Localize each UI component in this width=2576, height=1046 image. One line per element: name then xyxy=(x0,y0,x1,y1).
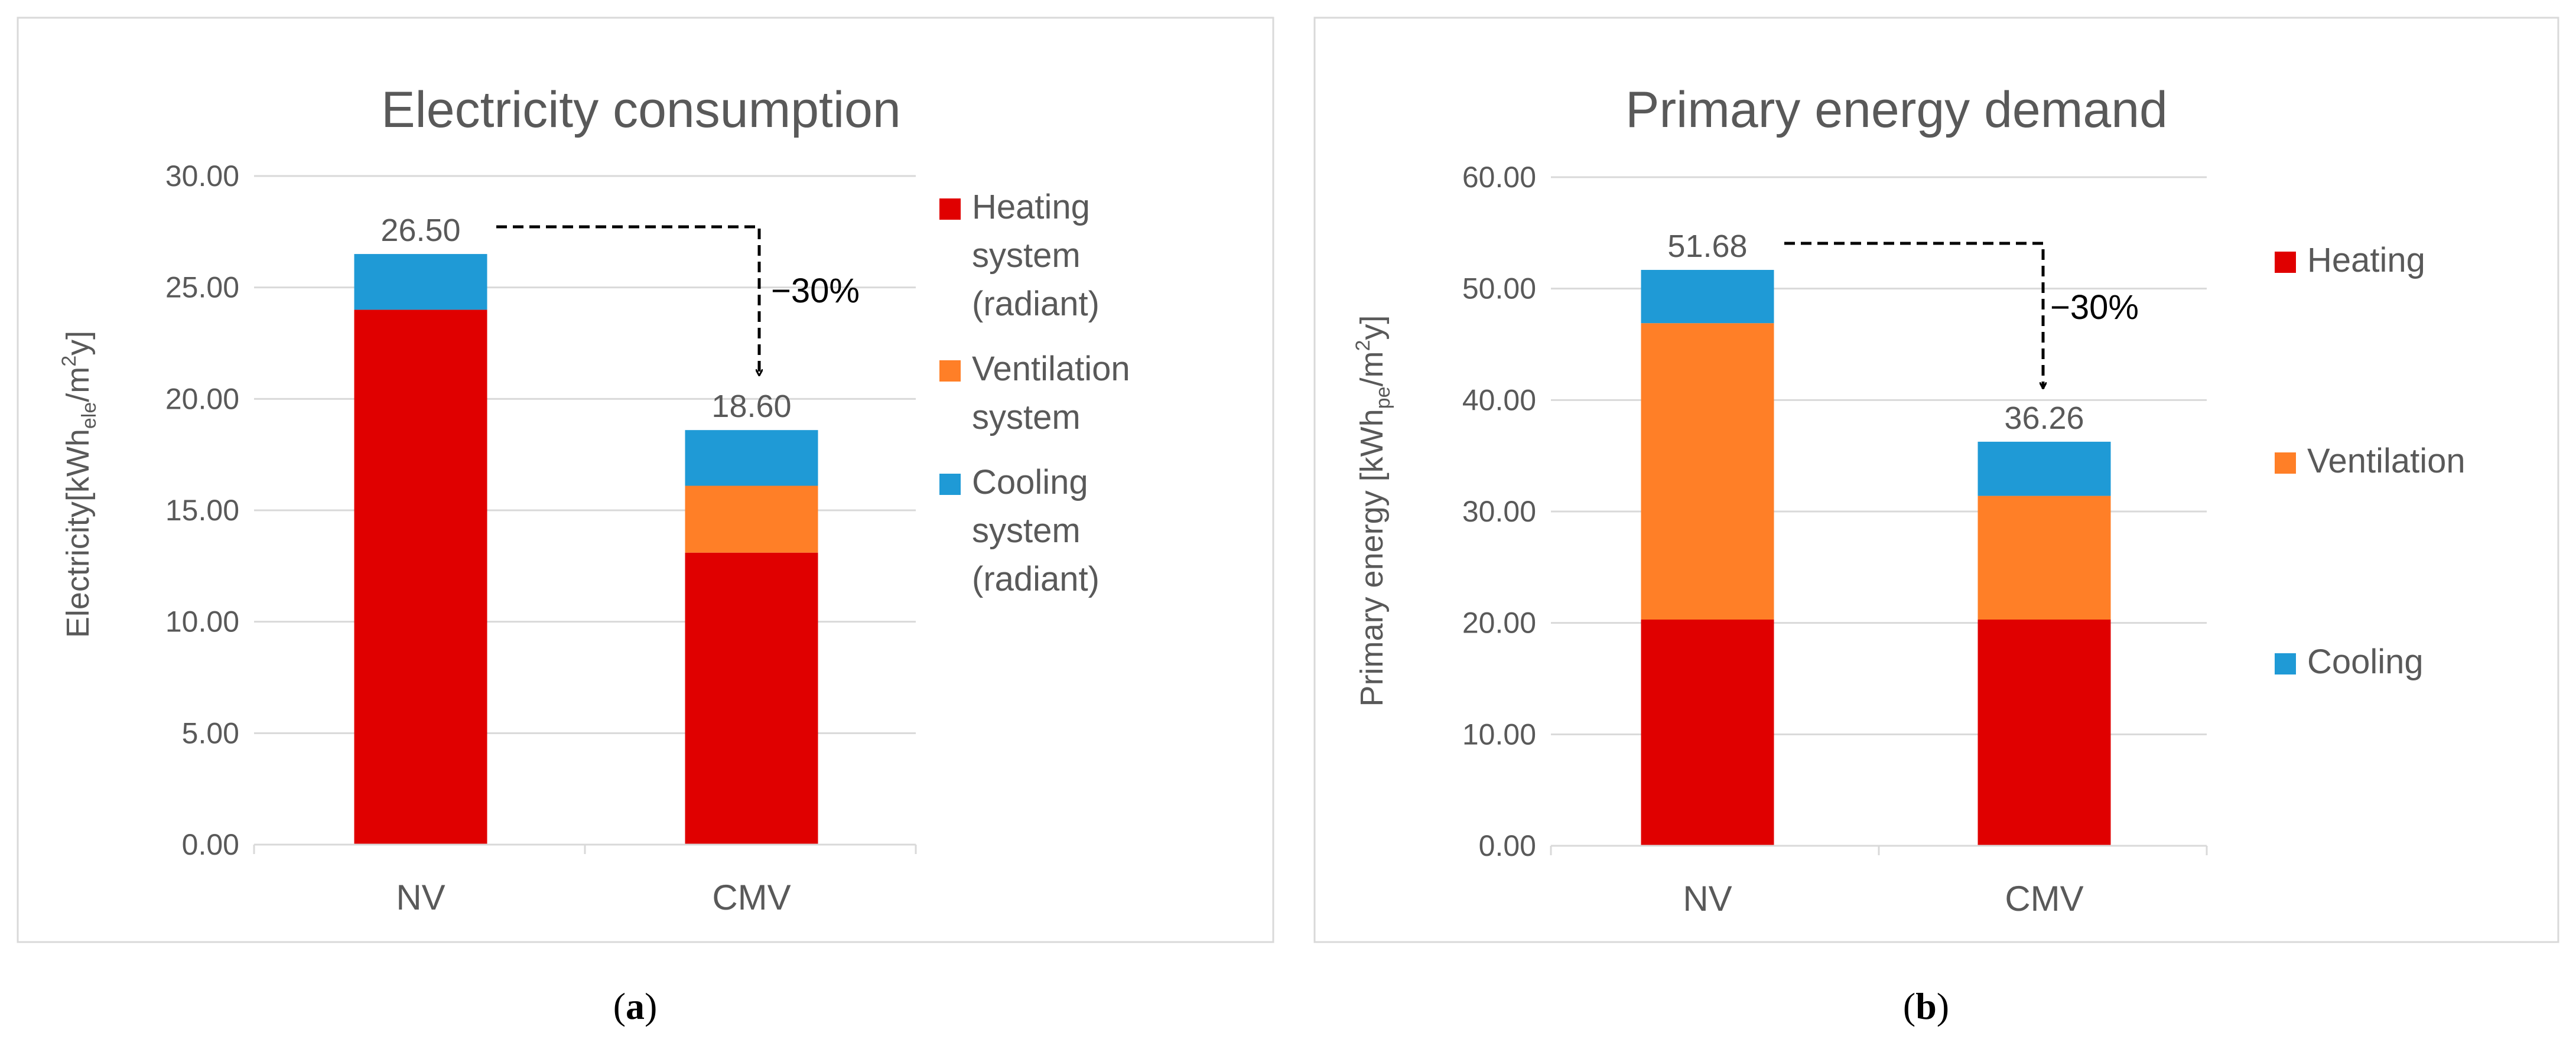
total-label: 36.26 xyxy=(2004,400,2084,436)
chart-a-x-labels: NV CMV xyxy=(396,878,791,917)
legend-swatch xyxy=(2275,653,2296,674)
legend-swatch xyxy=(2275,252,2296,273)
bar-segment xyxy=(1977,441,2111,496)
chart-b-reduction-arrow xyxy=(1784,242,2043,389)
chart-b-bars xyxy=(1641,269,2111,846)
legend-swatch xyxy=(939,360,961,382)
caption-b: (b) xyxy=(1903,985,1949,1027)
legend-label: (radiant) xyxy=(972,560,1100,598)
chart-b-y-axis-label: Primary energy [kWhpe/m2y] xyxy=(1352,315,1394,707)
bar-segment xyxy=(685,552,818,845)
chart-b-reduction-label: −30% xyxy=(2050,288,2139,327)
chart-b-total-labels: 51.68 36.26 xyxy=(1667,229,2084,436)
legend-label: system xyxy=(972,398,1081,436)
legend-label: system xyxy=(972,236,1081,275)
chart-b: Primary energy demand Primary energy [kW… xyxy=(1313,17,2559,943)
chart-a-legend: Heating system (radiant) Ventilation system C… xyxy=(939,188,1130,598)
chart-a-frame xyxy=(17,17,1274,943)
bar-segment xyxy=(1977,496,2111,620)
chart-a-x-axis xyxy=(253,843,917,854)
x-category-label: CMV xyxy=(712,878,791,917)
bar-segment xyxy=(1641,323,1774,620)
bar-segment xyxy=(1641,269,1774,324)
bar-segment xyxy=(1977,620,2111,846)
y-tick-label: 25.00 xyxy=(165,271,239,304)
chart-a-title: Electricity consumption xyxy=(381,82,900,138)
legend-label: system xyxy=(972,511,1081,550)
y-tick-label: 30.00 xyxy=(165,159,239,193)
chart-a-bars xyxy=(354,254,818,845)
y-tick-label: 20.00 xyxy=(165,382,239,415)
y-tick-label: 0.00 xyxy=(1479,829,1536,862)
y-tick-label: 5.00 xyxy=(182,716,239,750)
svg-text:Primary energy [kWhpe/m2y]: Primary energy [kWhpe/m2y] xyxy=(1352,315,1394,707)
bar-segment xyxy=(354,309,487,845)
legend-label: Heating xyxy=(2307,241,2425,279)
chart-a-y-axis-label: Electricity[kWhele/m2y] xyxy=(58,331,100,638)
bar-segment xyxy=(1641,620,1774,846)
y-tick-label: 0.00 xyxy=(182,828,239,861)
total-label: 51.68 xyxy=(1667,229,1747,264)
y-tick-label: 30.00 xyxy=(1462,495,1536,528)
x-category-label: NV xyxy=(396,878,445,917)
y-tick-label: 20.00 xyxy=(1462,607,1536,640)
chart-b-y-ticks: 0.00 10.00 20.00 30.00 40.00 50.00 60.00 xyxy=(1462,161,1536,862)
y-tick-label: 15.00 xyxy=(165,494,239,527)
y-tick-label: 60.00 xyxy=(1462,161,1536,194)
legend-label: Cooling xyxy=(972,463,1088,501)
chart-b-x-labels: NV CMV xyxy=(1683,879,2083,918)
y-tick-label: 10.00 xyxy=(1462,718,1536,751)
chart-a-reduction-arrow xyxy=(496,225,759,376)
chart-b-title: Primary energy demand xyxy=(1625,82,2168,138)
chart-a-y-ticks: 0.00 5.00 10.00 15.00 20.00 25.00 30.00 xyxy=(165,159,239,861)
x-category-label: CMV xyxy=(2005,879,2083,918)
x-category-label: NV xyxy=(1683,879,1732,918)
bar-segment xyxy=(354,254,487,310)
legend-label: Ventilation xyxy=(972,350,1130,388)
chart-b-legend: Heating Ventilation Cooling xyxy=(2275,241,2466,681)
total-label: 26.50 xyxy=(380,213,460,248)
bar-segment xyxy=(685,485,818,553)
legend-label: (radiant) xyxy=(972,285,1100,323)
legend-swatch xyxy=(939,198,961,220)
caption-a: (a) xyxy=(613,985,658,1027)
total-label: 18.60 xyxy=(711,389,791,424)
svg-text:Electricity[kWhele/m2y]: Electricity[kWhele/m2y] xyxy=(58,331,100,638)
y-tick-label: 10.00 xyxy=(165,605,239,638)
y-tick-label: 50.00 xyxy=(1462,272,1536,305)
chart-a: Electricity consumption Electricity[kWhe… xyxy=(17,17,1274,943)
y-tick-label: 40.00 xyxy=(1462,383,1536,416)
legend-label: Cooling xyxy=(2307,643,2424,681)
chart-a-total-labels: 26.50 18.60 xyxy=(380,213,791,424)
chart-b-x-axis xyxy=(1550,845,2208,855)
legend-label: Ventilation xyxy=(2307,442,2466,480)
chart-b-frame xyxy=(1313,17,2559,943)
chart-a-reduction-label: −30% xyxy=(771,272,860,310)
legend-swatch xyxy=(939,474,961,495)
bar-segment xyxy=(685,430,818,486)
legend-swatch xyxy=(2275,452,2296,474)
legend-label: Heating xyxy=(972,188,1090,226)
